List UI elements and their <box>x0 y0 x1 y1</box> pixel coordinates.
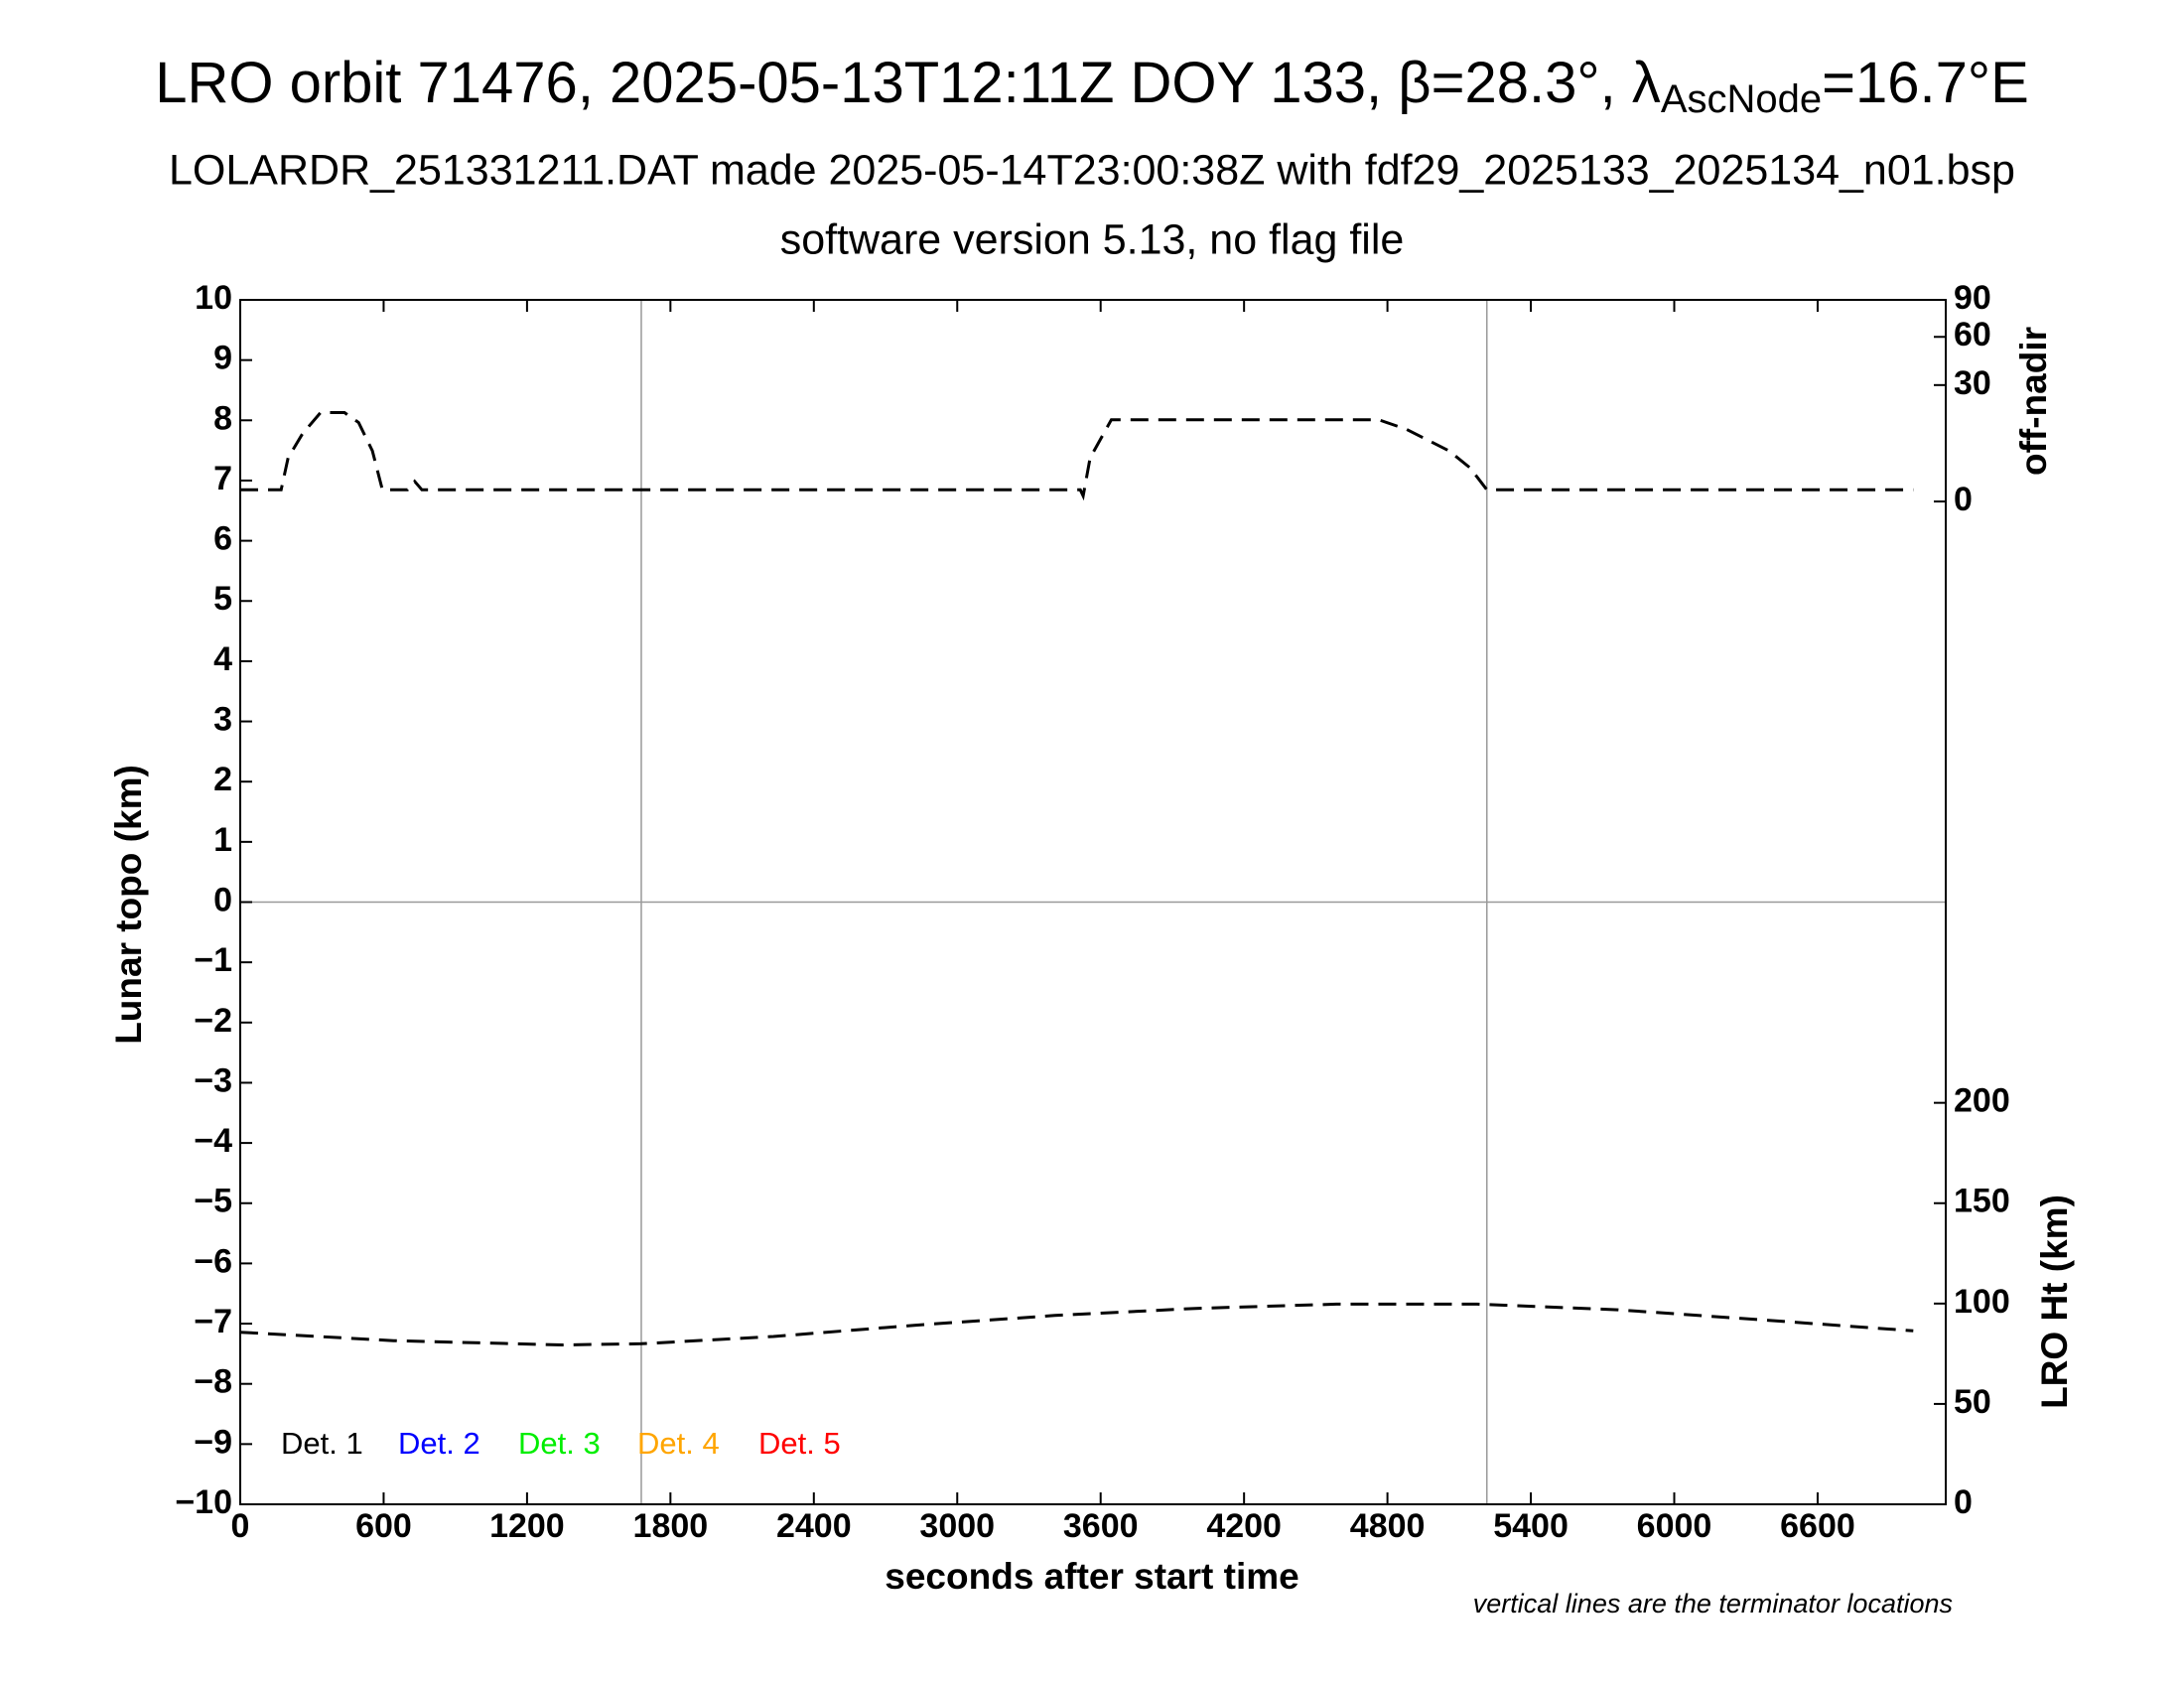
y2-tick-label: 90 <box>1954 279 1991 317</box>
y-tick-label: 0 <box>213 881 232 918</box>
y-tick-label: 5 <box>213 580 232 618</box>
series-line <box>239 1302 1914 1347</box>
y-axis-label: Lunar topo (km) <box>108 765 149 1045</box>
x-tick-label: 2400 <box>776 1507 852 1545</box>
x-tick-label: 3000 <box>919 1507 995 1545</box>
y-tick-label: −4 <box>194 1122 232 1160</box>
y-tick-label: 1 <box>213 821 232 859</box>
y-tick-label: 6 <box>213 520 232 558</box>
series-line <box>240 411 1914 501</box>
legend-label: Det. 1 <box>281 1426 363 1461</box>
x-tick-label: 6000 <box>1637 1507 1712 1545</box>
y-tick-label: −3 <box>194 1061 232 1099</box>
y-tick-label: 2 <box>213 761 232 798</box>
y-tick-label: −7 <box>194 1303 232 1340</box>
y-tick-label: −9 <box>194 1423 232 1461</box>
note: vertical lines are the terminator locati… <box>1473 1589 1953 1618</box>
x-tick-label: 1200 <box>489 1507 565 1545</box>
title-part: LRO orbit 71476, 2025-05-13T12:11Z DOY 1… <box>155 51 1661 115</box>
y3-tick-label: 0 <box>1954 1483 1973 1521</box>
y3-tick-label: 100 <box>1954 1283 2010 1321</box>
y-tick-label: 10 <box>195 279 232 317</box>
y-tick-label: −6 <box>194 1242 232 1280</box>
y2-tick-label: 60 <box>1954 316 1991 353</box>
x-tick-label: 4800 <box>1350 1507 1426 1545</box>
y2-tick-label: 0 <box>1954 481 1973 518</box>
legend-label: Det. 3 <box>518 1426 601 1461</box>
y-tick-label: 4 <box>213 640 232 678</box>
y2-axis-label: off-nadir <box>2013 327 2054 476</box>
y-tick-label: −5 <box>194 1183 232 1220</box>
y3-tick-label: 50 <box>1954 1383 1991 1421</box>
y2-tick-label: 30 <box>1954 364 1991 402</box>
y3-axis-label: LRO Ht (km) <box>2034 1195 2075 1409</box>
legend-label: Det. 5 <box>758 1426 841 1461</box>
y3-tick-label: 150 <box>1954 1183 2010 1220</box>
y-tick-label: 3 <box>213 701 232 739</box>
subtitle: software version 5.13, no flag file <box>780 215 1405 263</box>
y-tick-label: 9 <box>213 340 232 377</box>
x-tick-label: 600 <box>355 1507 412 1545</box>
legend-label: Det. 2 <box>398 1426 480 1461</box>
y-tick-label: 7 <box>213 460 232 497</box>
x-tick-label: 5400 <box>1493 1507 1569 1545</box>
y3-tick-label: 200 <box>1954 1082 2010 1120</box>
x-tick-label: 3600 <box>1063 1507 1139 1545</box>
x-tick-label: 6600 <box>1780 1507 1855 1545</box>
x-tick-label: 0 <box>231 1507 250 1545</box>
y-tick-label: −8 <box>194 1363 232 1401</box>
x-axis-label: seconds after start time <box>885 1556 1298 1597</box>
y-tick-label: 8 <box>213 399 232 437</box>
y-tick-label: −10 <box>175 1483 232 1521</box>
legend-label: Det. 4 <box>637 1426 720 1461</box>
x-tick-label: 4200 <box>1206 1507 1282 1545</box>
chart-title: LRO orbit 71476, 2025-05-13T12:11Z DOY 1… <box>155 51 2029 120</box>
y-tick-label: −1 <box>194 941 232 979</box>
title-subscript: AscNode <box>1661 77 1822 121</box>
y-tick-label: −2 <box>194 1002 232 1040</box>
subtitle: LOLARDR_251331211.DAT made 2025-05-14T23… <box>169 146 2015 194</box>
x-tick-label: 1800 <box>633 1507 709 1545</box>
title-part: =16.7°E <box>1822 51 2029 115</box>
